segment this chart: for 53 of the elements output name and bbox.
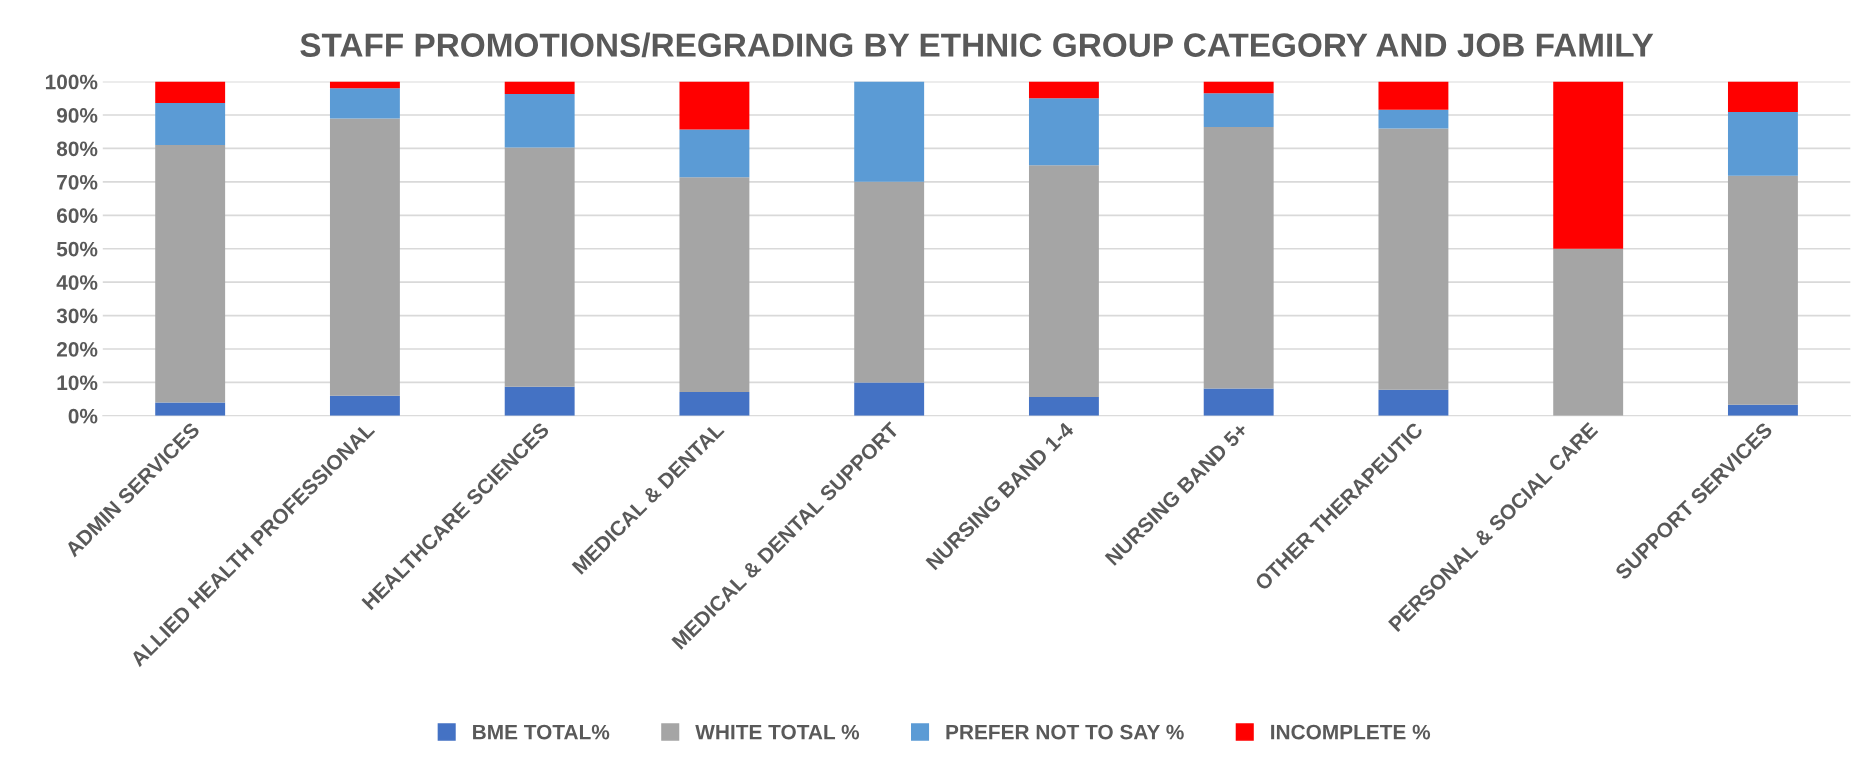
bar [1378, 81, 1449, 110]
bar [1203, 93, 1274, 128]
bar [155, 402, 226, 416]
bar [1378, 389, 1449, 416]
chart-title: STAFF PROMOTIONS/REGRADING BY ETHNIC GROUP CATEGORY AND JOB FAMILY [300, 32, 1654, 58]
bar [854, 181, 925, 383]
bar [504, 93, 575, 148]
y-tick-label: 10% [57, 375, 98, 391]
legend-label: BME TOTAL% [473, 724, 610, 740]
bar [1727, 112, 1798, 176]
bar [155, 103, 226, 146]
y-tick-label: 30% [56, 308, 98, 324]
y-tick-label: 0% [68, 408, 98, 424]
y-tick-label: 100% [45, 74, 98, 90]
bar [679, 81, 750, 130]
legend-label: WHITE TOTAL % [695, 724, 860, 740]
bar [504, 147, 575, 387]
y-tick-label: 60% [57, 208, 98, 224]
y-tick-label: 70% [57, 174, 98, 190]
bar [329, 81, 400, 89]
bar [1028, 98, 1099, 166]
bar [1203, 81, 1274, 94]
bar [1028, 81, 1099, 99]
bar [854, 81, 925, 182]
bar [155, 145, 226, 403]
bar [1203, 388, 1274, 416]
y-tick-label: 90% [56, 108, 98, 123]
bar [155, 81, 226, 104]
bar [329, 395, 400, 416]
bar [1378, 128, 1449, 390]
bar [1727, 404, 1798, 416]
y-tick-label: 50% [56, 241, 98, 257]
legend-label: INCOMPLETE % [1271, 724, 1431, 740]
bar [679, 177, 750, 393]
bar [1203, 127, 1274, 389]
bar [1553, 81, 1624, 249]
bar [1028, 397, 1099, 416]
bar [504, 81, 575, 94]
bar [329, 118, 400, 396]
y-tick-label: 80% [56, 141, 98, 157]
bar [854, 382, 925, 416]
bar [329, 88, 400, 119]
bar [1727, 175, 1798, 405]
bar [1727, 81, 1798, 113]
bar [1378, 109, 1449, 129]
bar [679, 392, 750, 416]
bar [1553, 248, 1624, 416]
bar [679, 129, 750, 178]
y-tick-label: 40% [56, 275, 98, 290]
bar [504, 386, 575, 416]
bar [1028, 165, 1099, 398]
legend-label: PREFER NOT TO SAY % [946, 724, 1184, 740]
y-tick-label: 20% [56, 341, 98, 357]
